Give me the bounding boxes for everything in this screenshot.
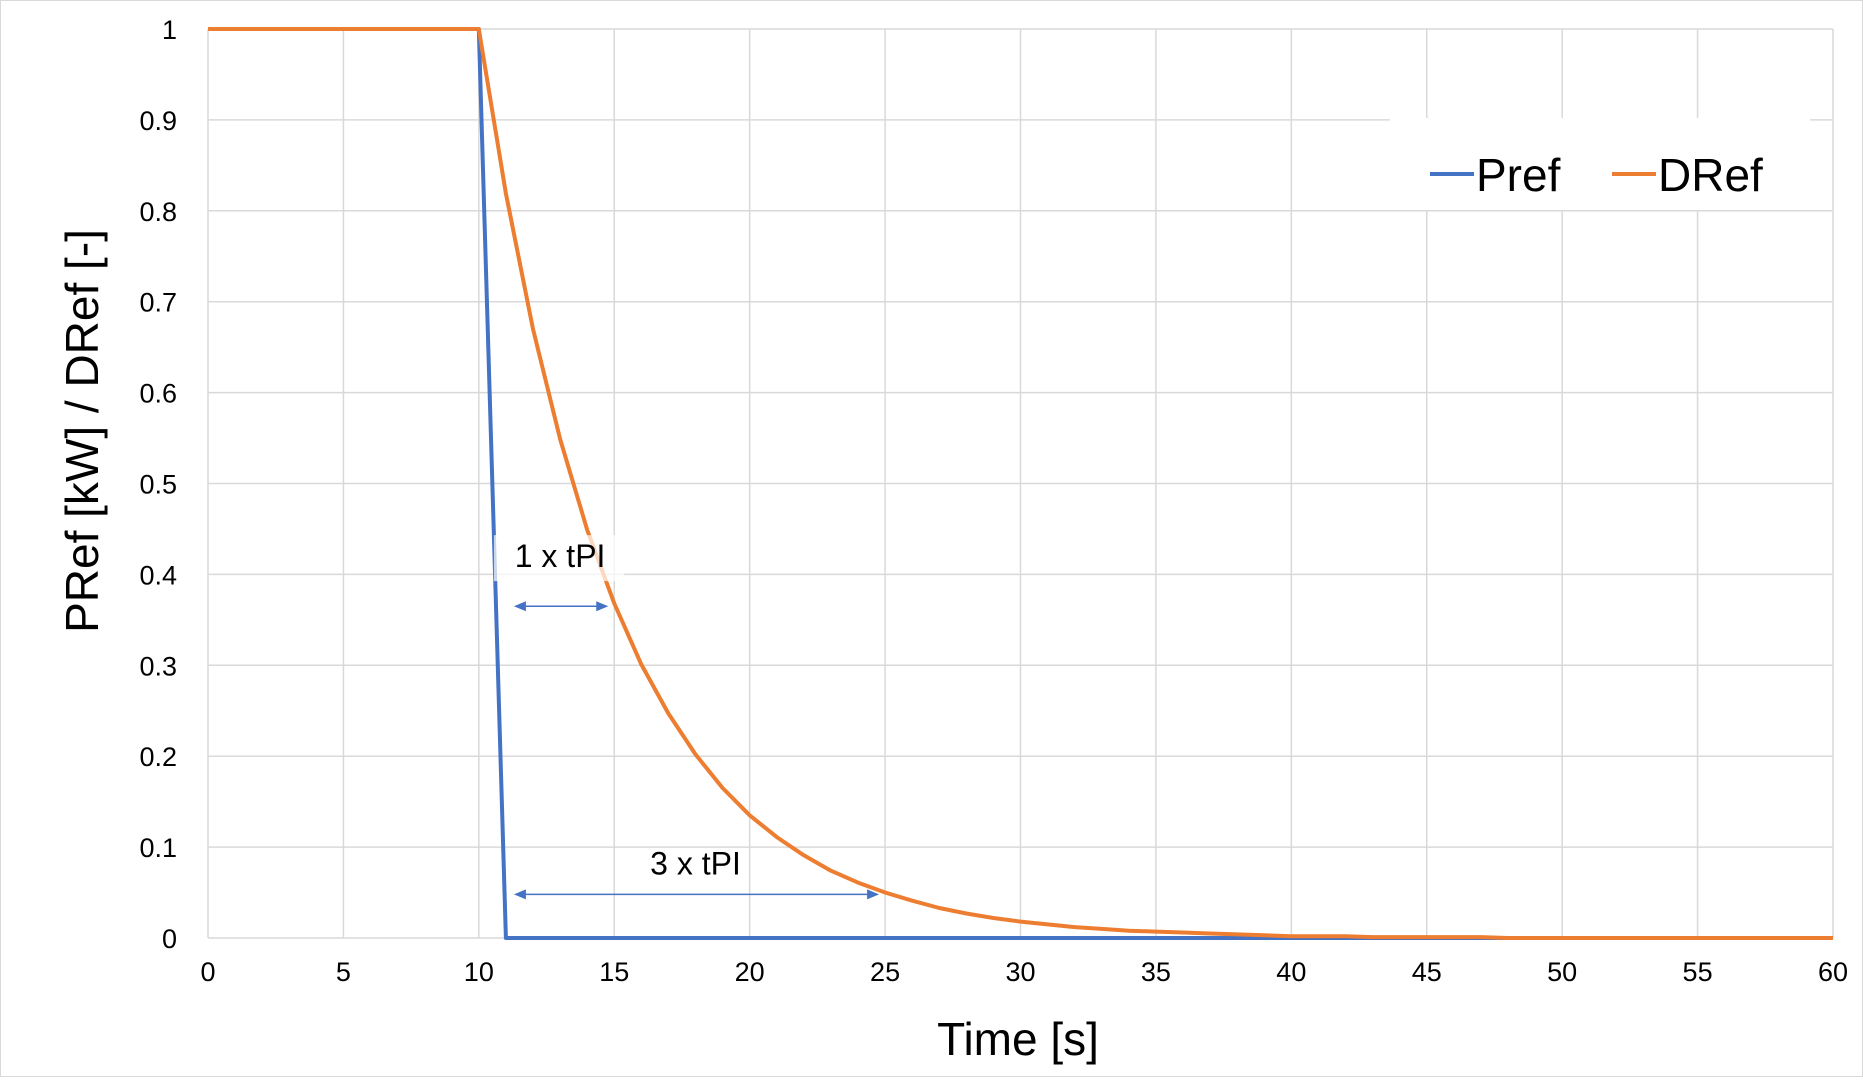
annotations: 1 x tPI 3 x tPI xyxy=(493,535,880,900)
y-tick-label: 0.5 xyxy=(139,470,177,500)
y-tick-label: 0 xyxy=(162,924,177,954)
x-tick-label: 55 xyxy=(1683,957,1713,987)
arrowhead-left xyxy=(513,889,526,900)
legend-label-dref: DRef xyxy=(1658,149,1763,201)
arrowhead-right xyxy=(596,601,609,612)
arrowhead-left xyxy=(513,601,526,612)
legend-box xyxy=(1390,118,1810,210)
y-tick-label: 0.2 xyxy=(139,742,177,772)
y-tick-label: 0.8 xyxy=(139,197,177,227)
x-tick-label: 25 xyxy=(870,957,900,987)
x-tick-label: 45 xyxy=(1412,957,1442,987)
y-tick-label: 0.6 xyxy=(139,379,177,409)
annotation-label: 3 x tPI xyxy=(650,845,741,881)
x-tick-label: 20 xyxy=(735,957,765,987)
tick-labels: 0 5 10 15 20 25 30 35 40 45 50 55 60 0 0.1 0.2 0.3 0.4 0.5… xyxy=(139,15,1848,987)
x-tick-label: 5 xyxy=(336,957,351,987)
y-tick-label: 0.7 xyxy=(139,288,177,318)
x-tick-label: 10 xyxy=(464,957,494,987)
x-tick-label: 35 xyxy=(1141,957,1171,987)
legend: Pref DRef xyxy=(1390,118,1810,210)
x-tick-label: 40 xyxy=(1276,957,1306,987)
y-tick-label: 0.4 xyxy=(139,560,177,590)
y-tick-label: 1 xyxy=(162,15,177,45)
x-tick-label: 60 xyxy=(1818,957,1848,987)
annotation-label: 1 x tPI xyxy=(515,538,606,574)
x-axis-label: Time [s] xyxy=(937,1013,1099,1065)
y-axis-label: PRef [kW] / DRef [-] xyxy=(56,229,108,633)
annotation-label-background xyxy=(493,535,625,582)
x-tick-label: 50 xyxy=(1547,957,1577,987)
y-tick-label: 0.1 xyxy=(139,833,177,863)
y-tick-label: 0.9 xyxy=(139,106,177,136)
series-line-dref xyxy=(208,27,1833,940)
x-tick-label: 30 xyxy=(1005,957,1035,987)
legend-label-pref: Pref xyxy=(1476,149,1561,201)
x-tick-label: 0 xyxy=(200,957,215,987)
y-tick-label: 0.3 xyxy=(139,651,177,681)
x-tick-label: 15 xyxy=(599,957,629,987)
series-lines xyxy=(208,27,1833,940)
arrowhead-right xyxy=(867,889,880,900)
